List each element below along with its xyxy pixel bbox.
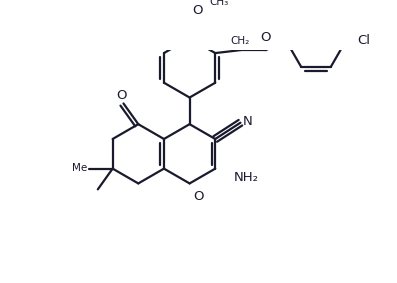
Text: Me: Me xyxy=(72,163,87,173)
Text: O: O xyxy=(192,4,202,17)
Text: CH₂: CH₂ xyxy=(231,36,250,46)
Text: O: O xyxy=(260,31,271,44)
Text: CH₃: CH₃ xyxy=(210,0,229,7)
Text: N: N xyxy=(243,115,252,128)
Text: O: O xyxy=(116,89,126,102)
Text: NH₂: NH₂ xyxy=(234,171,259,184)
Text: Cl: Cl xyxy=(357,34,370,47)
Text: O: O xyxy=(193,190,203,203)
